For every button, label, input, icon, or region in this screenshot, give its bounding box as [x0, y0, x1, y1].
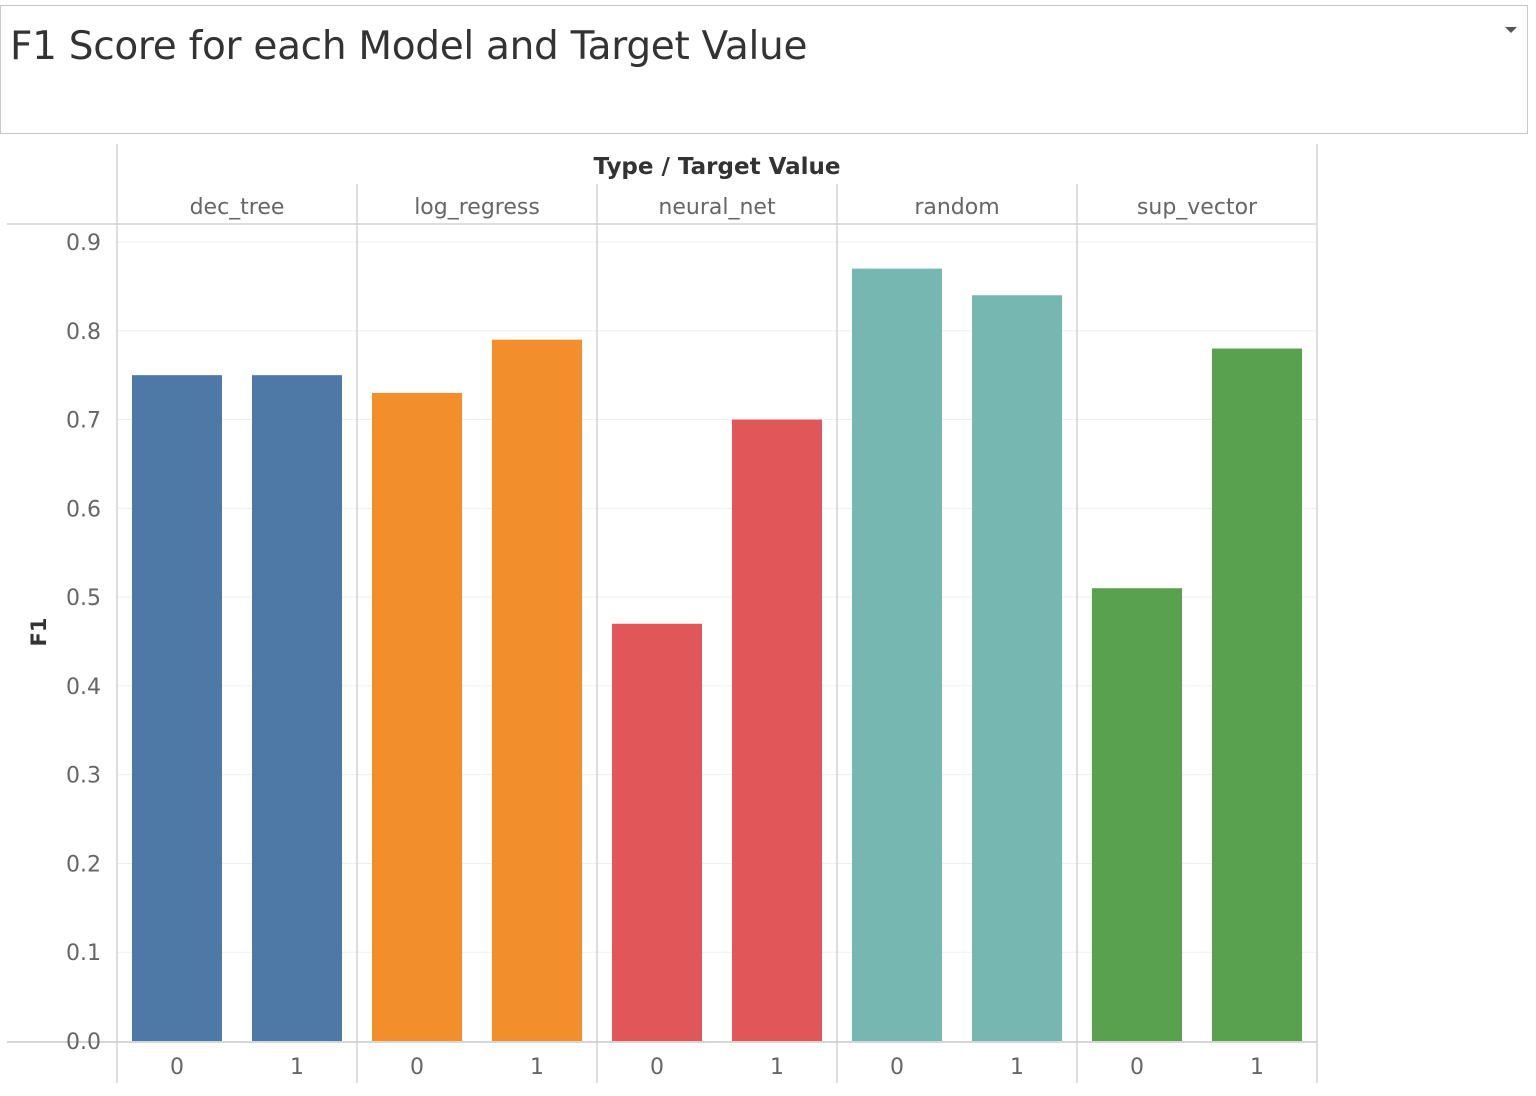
group-header-random: random [914, 195, 999, 220]
chart-title-box: F1 Score for each Model and Target Value [0, 5, 1528, 134]
x-tick-label: 0 [170, 1055, 184, 1080]
y-tick-label: 0.4 [66, 675, 101, 700]
bar-random-1 [972, 295, 1062, 1041]
chart-title: F1 Score for each Model and Target Value [10, 24, 808, 69]
bar-chart: Type / Target Value 0.0 0.1 0.2 0.3 0.4 0.5 0.6… [7, 144, 1318, 1083]
y-axis-label: F1 [27, 618, 51, 647]
y-tick-label: 0.0 [66, 1030, 101, 1055]
x-tick-label: 0 [650, 1055, 664, 1080]
y-tick-label: 0.8 [66, 320, 101, 345]
bar-dec_tree-0 [132, 375, 222, 1041]
x-tick-label: 0 [410, 1055, 424, 1080]
y-tick-label: 0.3 [66, 764, 101, 789]
bar-neural_net-0 [612, 623, 702, 1041]
x-tick-label: 0 [890, 1055, 904, 1080]
bar-random-0 [852, 268, 942, 1042]
y-tick-label: 0.7 [66, 409, 101, 434]
y-tick-label: 0.6 [66, 497, 101, 522]
x-tick-label: 1 [1010, 1055, 1024, 1080]
group-header-sup_vector: sup_vector [1137, 195, 1258, 220]
y-tick-label: 0.2 [66, 852, 101, 877]
x-tick-label: 0 [1130, 1055, 1144, 1080]
y-tick-label: 0.1 [66, 941, 101, 966]
group-header-dec_tree: dec_tree [190, 195, 285, 220]
bar-sup_vector-0 [1092, 588, 1182, 1041]
bar-log_regress-0 [372, 392, 462, 1041]
group-header-log_regress: log_regress [414, 195, 540, 220]
dropdown-caret-icon[interactable] [1503, 22, 1519, 36]
bar-dec_tree-1 [252, 375, 342, 1041]
bar-log_regress-1 [492, 339, 582, 1042]
x-tick-label: 1 [530, 1055, 544, 1080]
y-tick-label: 0.9 [66, 231, 101, 256]
column-header-label: Type / Target Value [593, 154, 840, 180]
x-tick-label: 1 [290, 1055, 304, 1080]
x-tick-label: 1 [770, 1055, 784, 1080]
bar-sup_vector-1 [1212, 348, 1302, 1041]
x-tick-label: 1 [1250, 1055, 1264, 1080]
bar-neural_net-1 [732, 419, 822, 1041]
y-tick-label: 0.5 [66, 586, 101, 611]
group-header-neural_net: neural_net [658, 195, 776, 220]
